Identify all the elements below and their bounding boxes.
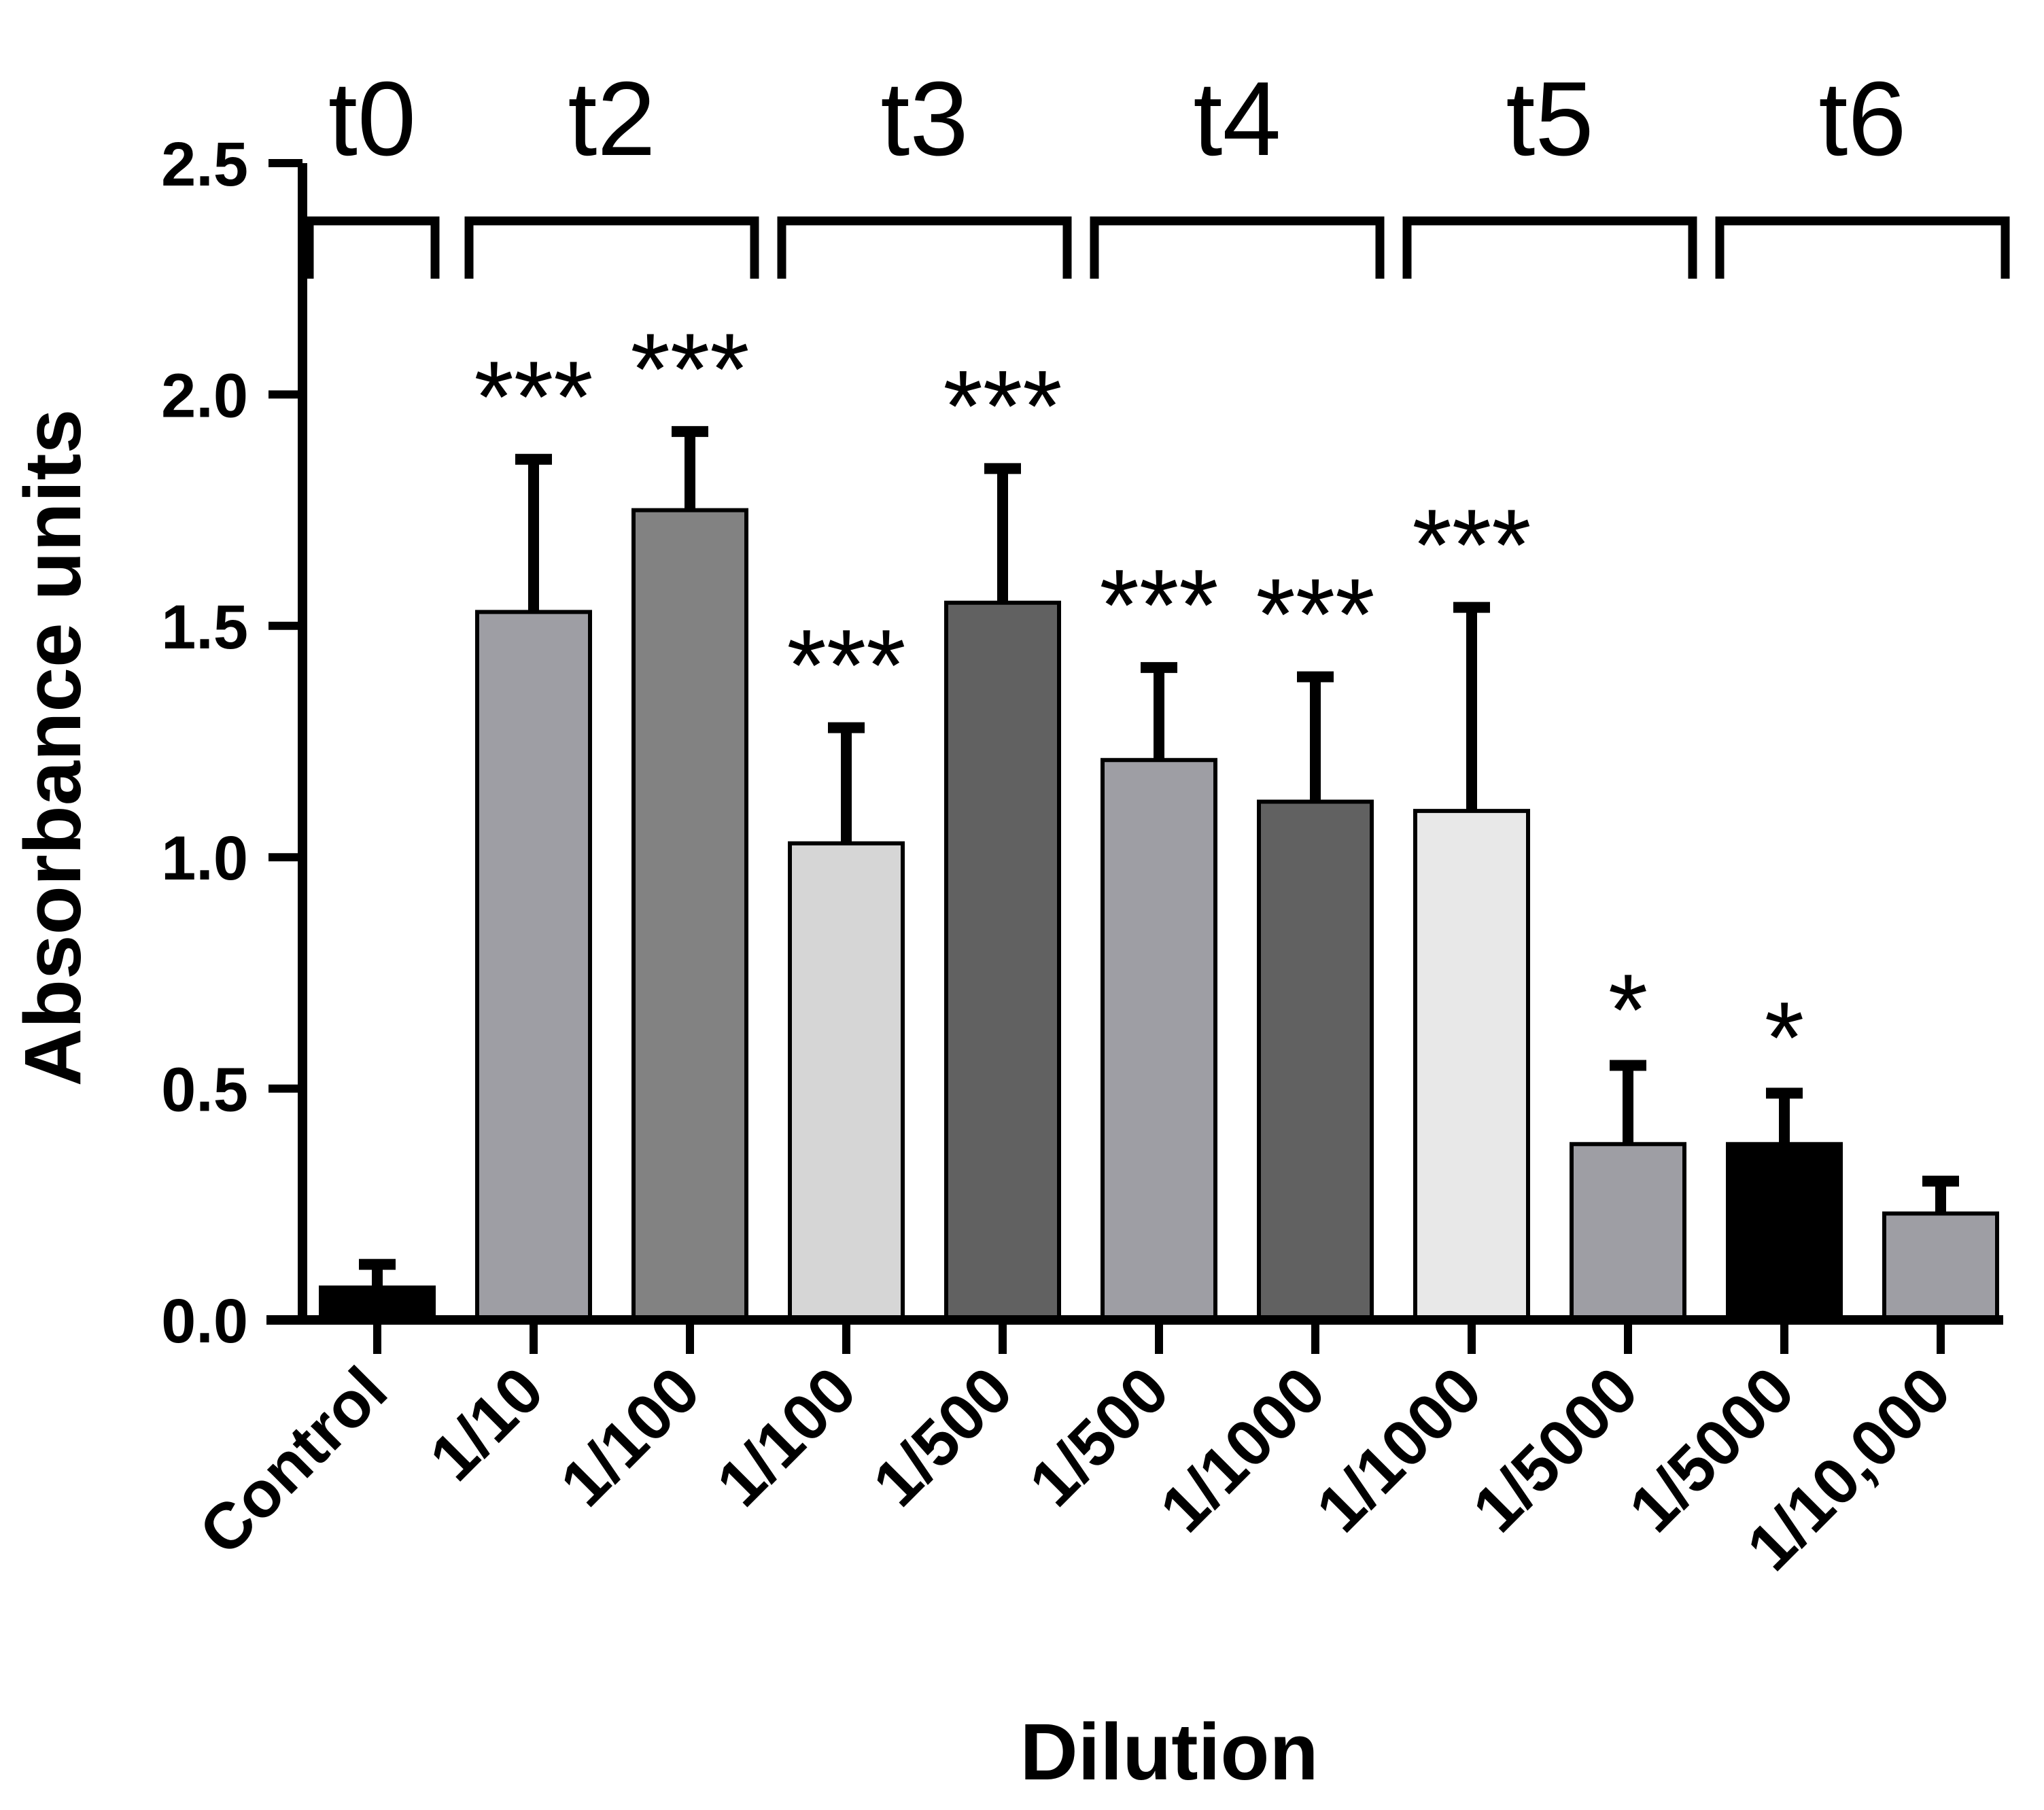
group-bracket bbox=[464, 216, 759, 279]
bar bbox=[1413, 809, 1530, 1322]
group-label: t2 bbox=[568, 60, 655, 177]
group-label: t0 bbox=[328, 60, 416, 177]
significance-label: *** bbox=[474, 340, 593, 454]
category-labels: Control 1/101/1001/1001/5001/5001/10001/1… bbox=[186, 1353, 1964, 1584]
bar bbox=[1257, 799, 1374, 1322]
group-label: t4 bbox=[1193, 60, 1281, 177]
significance-label: *** bbox=[1412, 488, 1531, 602]
category-label: Control bbox=[186, 1353, 401, 1569]
category-label: 1/100 bbox=[547, 1353, 714, 1520]
category-label: 1/100 bbox=[703, 1353, 870, 1520]
group-labels: t0 t2 t3 t4 t5 t6 bbox=[328, 60, 1907, 177]
significance-label: *** bbox=[1099, 548, 1218, 662]
significance-label: *** bbox=[943, 349, 1062, 463]
bar bbox=[788, 841, 905, 1322]
bar bbox=[1101, 758, 1217, 1323]
group-bracket bbox=[1090, 216, 1385, 279]
group-brackets bbox=[305, 216, 2010, 279]
significance-label: *** bbox=[630, 312, 749, 426]
group-bracket bbox=[305, 216, 440, 279]
significance-label: *** bbox=[786, 608, 905, 723]
bar bbox=[475, 610, 592, 1322]
group-label: t6 bbox=[1818, 60, 1906, 177]
category-label: 1/1000 bbox=[1303, 1353, 1495, 1546]
category-label: 1/10 bbox=[416, 1353, 557, 1495]
category-label: 1/5000 bbox=[1459, 1353, 1652, 1546]
group-bracket bbox=[1402, 216, 1697, 279]
y-tick-label: 1.0 bbox=[161, 824, 248, 893]
group-bracket bbox=[777, 216, 1072, 279]
y-tick-label: 2.0 bbox=[161, 361, 248, 430]
x-ticks bbox=[373, 1320, 1945, 1354]
y-axis-title: Absorbance units bbox=[8, 409, 98, 1087]
bar bbox=[319, 1285, 436, 1322]
x-axis-title: Dilution bbox=[1020, 1707, 1318, 1797]
category-label: 1/1000 bbox=[1147, 1353, 1339, 1546]
bar bbox=[1726, 1142, 1843, 1323]
significance-label: * bbox=[1765, 980, 1804, 1094]
error-bars bbox=[359, 425, 1959, 1288]
bar bbox=[1570, 1142, 1686, 1323]
axes bbox=[266, 163, 2003, 1325]
y-tick-label: 2.5 bbox=[161, 130, 248, 199]
group-label: t3 bbox=[880, 60, 968, 177]
significance-label: * bbox=[1608, 953, 1648, 1067]
y-tick-label: 0.5 bbox=[161, 1056, 248, 1125]
category-label: 1/500 bbox=[859, 1353, 1026, 1520]
y-tick-label: 0.0 bbox=[161, 1287, 248, 1356]
bar bbox=[944, 600, 1061, 1322]
significance-labels: *** ************ ******* * bbox=[474, 312, 1804, 1095]
y-tick-label: 1.5 bbox=[161, 593, 248, 662]
significance-label: *** bbox=[1255, 557, 1374, 672]
bar bbox=[1882, 1211, 1999, 1323]
bar bbox=[631, 508, 748, 1322]
group-label: t5 bbox=[1506, 60, 1593, 177]
y-ticks: 0.0 0.5 1.0 1.5 2.0 2.5 bbox=[161, 130, 302, 1356]
group-bracket bbox=[1715, 216, 2010, 279]
